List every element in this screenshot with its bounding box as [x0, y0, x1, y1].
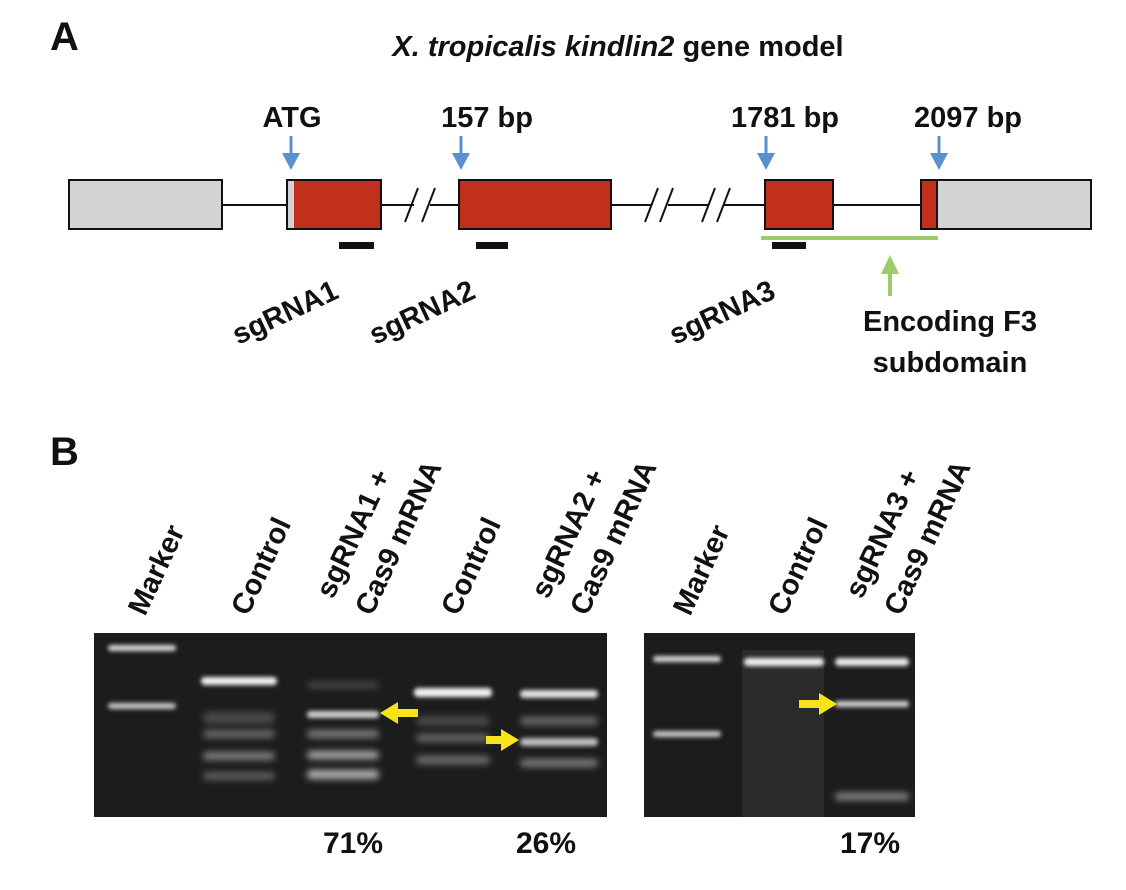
gel-2-lane-smear	[742, 650, 824, 817]
arrow-157bp-icon	[452, 136, 470, 170]
sgrna3-target-bar	[772, 242, 806, 249]
arrow-atg-icon	[282, 136, 300, 170]
intron-break-marks	[404, 187, 731, 223]
panel-b-label: B	[50, 430, 79, 474]
marker-atg: ATG	[262, 102, 321, 134]
percentage-sgrna3: 17%	[840, 827, 900, 860]
lane-label-marker-2: Marker	[667, 520, 736, 620]
lane-label-control-3: Control	[762, 513, 835, 620]
lane-label-control-1: Control	[225, 513, 298, 620]
percentage-sgrna1: 71%	[323, 827, 383, 860]
lane-label-control-2: Control	[435, 513, 508, 620]
position-arrows	[282, 136, 948, 170]
panel-a-label: A	[50, 15, 79, 59]
gel-image-2	[644, 633, 915, 817]
sgrna1-label: sgRNA1	[227, 275, 343, 352]
exon-2	[458, 179, 612, 230]
utr-5prime	[68, 179, 223, 230]
domain-note-line2: subdomain	[873, 347, 1028, 379]
yellow-arrow-sgrna1-icon	[380, 702, 418, 724]
f3-domain-arrow-icon	[881, 255, 899, 296]
gel-image-1	[94, 633, 607, 817]
gene-model-title: X. tropicalis kindlin2 gene model	[390, 31, 843, 63]
sgrna1-target-bar	[339, 242, 374, 249]
exon-3	[764, 179, 834, 230]
marker-1781bp: 1781 bp	[731, 102, 839, 134]
gel-1-lane-control-1	[201, 677, 277, 780]
yellow-arrow-sgrna2-icon	[486, 729, 519, 751]
exon-1-utr-part	[288, 181, 294, 228]
gel-1-lane-sgrna2	[520, 690, 598, 767]
percentage-sgrna2: 26%	[516, 827, 576, 860]
sgrna2-target-bar	[476, 242, 508, 249]
gel-1-background	[94, 633, 607, 817]
yellow-arrow-sgrna3-icon	[799, 693, 837, 715]
gene-name: X. tropicalis kindlin2	[390, 31, 674, 63]
sgrna2-label: sgRNA2	[364, 275, 480, 352]
arrow-2097bp-icon	[930, 136, 948, 170]
sgrna3-label: sgRNA3	[664, 275, 780, 352]
gel-1-lane-sgrna1	[307, 682, 379, 779]
gel-2-lane-marker	[653, 656, 721, 737]
gel-2-lane-control	[744, 658, 824, 666]
title-rest: gene model	[674, 31, 843, 63]
exon-4	[920, 179, 938, 230]
exon-1	[286, 179, 382, 230]
gel-1-lane-marker	[108, 645, 176, 709]
marker-157bp: 157 bp	[441, 102, 533, 134]
arrow-1781bp-icon	[757, 136, 775, 170]
gel-1-lane-control-2	[414, 688, 492, 764]
marker-2097bp: 2097 bp	[914, 102, 1022, 134]
lane-label-marker-1: Marker	[122, 520, 191, 620]
utr-3prime	[936, 179, 1092, 230]
gel-2-lane-sgrna3	[835, 658, 909, 800]
domain-note-line1: Encoding F3	[863, 306, 1037, 338]
